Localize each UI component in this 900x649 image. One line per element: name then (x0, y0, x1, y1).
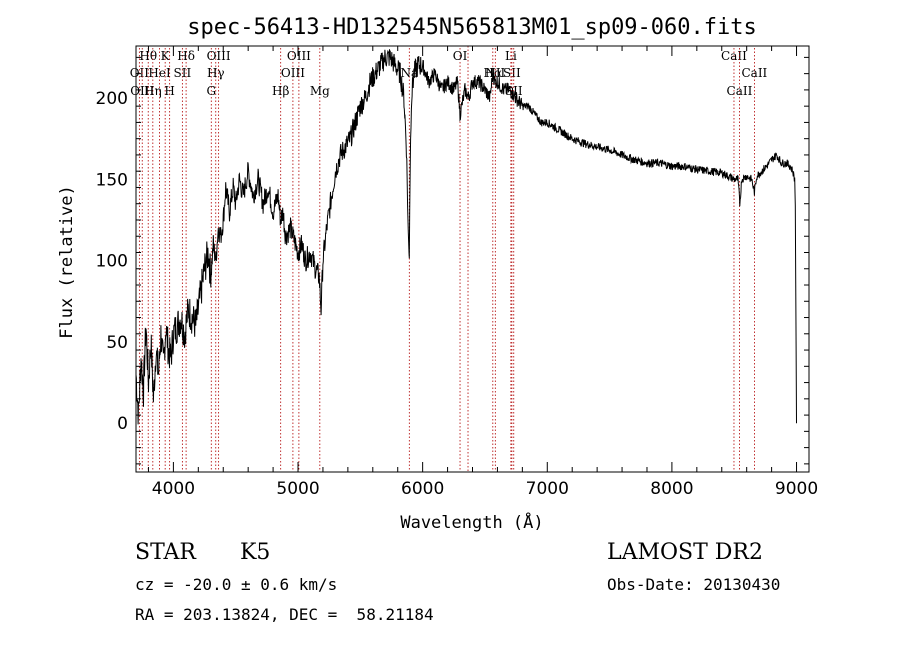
line-marker-label: CaII (727, 84, 753, 98)
line-marker-label: Li (505, 49, 517, 63)
x-tick-label: 4000 (152, 479, 195, 499)
x-tick-label: 7000 (526, 479, 569, 499)
line-marker-label: HeI (148, 66, 171, 80)
plot-area: OIIOIIIHθHηHeIKHSIIHδGHγOIIIHβOIIIOIIIMg… (96, 45, 818, 499)
x-tick-label: 5000 (276, 479, 319, 499)
line-marker-label: H (164, 84, 174, 98)
line-marker-label: SII (503, 66, 521, 80)
observation-date: Obs-Date: 20130430 (607, 575, 781, 594)
line-marker-label: K (161, 49, 171, 63)
chart-title: spec-56413-HD132545N565813M01_sp09-060.f… (187, 15, 757, 40)
x-tick-label: 8000 (650, 479, 693, 499)
subclass: K5 (240, 540, 271, 565)
coordinates: RA = 203.13824, DEC = 58.21184 (135, 605, 434, 624)
line-marker-label: Hη (144, 84, 162, 98)
line-marker-label: OII (130, 66, 150, 80)
line-marker-label: NII (485, 66, 505, 80)
y-tick-label: 0 (117, 414, 128, 434)
y-tick-label: 200 (96, 89, 128, 109)
object-class: STAR (135, 540, 196, 565)
line-marker-label: OI (453, 49, 468, 63)
redshift-velocity: cz = -20.0 ± 0.6 km/s (135, 575, 338, 594)
line-marker-label: OIII (287, 49, 311, 63)
line-marker-label: Hβ (272, 84, 289, 98)
y-tick-label: 100 (96, 252, 128, 272)
x-tick-label: 6000 (401, 479, 444, 499)
plot-frame (135, 45, 810, 473)
line-marker-label: G (206, 84, 216, 98)
line-marker-label: Hγ (207, 66, 225, 80)
line-marker-label: SII (174, 66, 192, 80)
survey-name: LAMOST DR2 (607, 540, 763, 565)
line-marker-label: OIII (207, 49, 231, 63)
y-axis-label: Flux (relative) (57, 185, 77, 339)
line-marker-label: CaII (741, 66, 767, 80)
x-axis-label: Wavelength (Å) (400, 511, 543, 533)
x-tick-label: 9000 (775, 479, 818, 499)
y-tick-label: 150 (96, 170, 128, 190)
line-marker-label: Hδ (177, 49, 195, 63)
y-tick-label: 50 (106, 333, 128, 353)
line-marker-label: CaII (721, 49, 747, 63)
line-marker-label: Hθ (139, 49, 157, 63)
line-marker-label: OIII (281, 66, 305, 80)
line-marker-label: Mg (310, 84, 330, 98)
spectrum-line (135, 49, 797, 425)
